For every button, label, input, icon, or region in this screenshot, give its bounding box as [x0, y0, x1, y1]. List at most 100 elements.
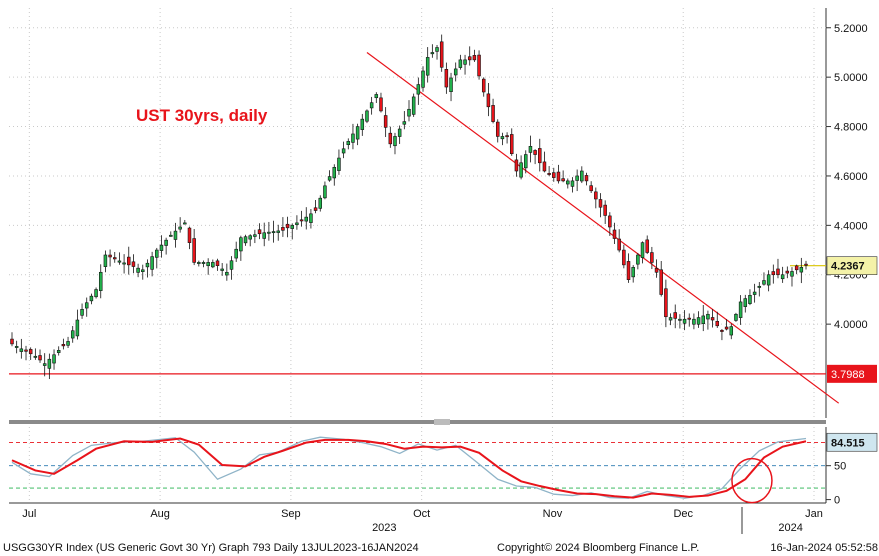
candle-body — [42, 363, 47, 366]
candle-body — [393, 136, 397, 147]
rsi-tick-label: 0 — [834, 495, 840, 507]
candle-body — [608, 215, 612, 228]
footer-right: 16-Jan-2024 05:52:58 — [770, 542, 878, 554]
candle-body — [514, 159, 519, 172]
candle-body — [290, 225, 294, 229]
candle-body — [734, 313, 738, 321]
candle-body — [748, 295, 752, 304]
candle-body — [379, 97, 383, 112]
candle-body — [145, 262, 150, 268]
candle-body — [351, 133, 355, 143]
candle-body — [108, 254, 112, 258]
candle-body — [645, 239, 649, 253]
candle-body — [164, 239, 168, 246]
candle-body — [267, 231, 271, 234]
candle-body — [47, 358, 52, 369]
price-tick-label: 4.8000 — [834, 122, 868, 134]
price-tick-label: 4.0000 — [834, 319, 868, 331]
candle-body — [332, 167, 337, 179]
panel-divider-handle[interactable] — [434, 419, 450, 425]
year-label: 2023 — [372, 522, 396, 534]
candle-body — [66, 341, 70, 346]
candle-body — [397, 128, 402, 137]
candle-body — [668, 317, 673, 321]
candle-body — [411, 96, 416, 115]
candle-body — [234, 248, 238, 259]
rsi-tick-label: 50 — [834, 461, 846, 473]
year-label: 2024 — [778, 522, 802, 534]
candle-body — [612, 229, 617, 239]
rsi-y-axis: 0 50 84.515 — [826, 432, 878, 507]
candle-body — [594, 191, 598, 200]
candle-body — [402, 121, 407, 125]
candle-body — [248, 235, 252, 240]
candle-body — [206, 262, 210, 267]
rsi-last-badge — [826, 432, 878, 452]
month-label: Aug — [150, 508, 170, 520]
candle-body — [365, 110, 369, 122]
candle-body — [383, 115, 388, 128]
candle-body — [701, 315, 705, 324]
month-label: Oct — [413, 508, 430, 520]
candle-body — [14, 346, 19, 348]
month-label: Jan — [805, 508, 823, 520]
candle-body — [626, 261, 631, 280]
candle-body — [472, 55, 477, 61]
candle-body — [584, 175, 589, 182]
candle-body — [706, 313, 710, 320]
candle-body — [103, 254, 108, 267]
chart-title: UST 30yrs, daily — [136, 106, 268, 125]
candle-body — [113, 257, 117, 260]
candle-body — [710, 317, 715, 321]
candle-body — [659, 269, 663, 295]
candle-body — [355, 126, 360, 140]
candle-body — [19, 348, 24, 352]
candle-body — [570, 180, 575, 187]
candle-body — [435, 47, 439, 52]
candle-body — [136, 267, 140, 273]
candle-body — [94, 289, 98, 298]
candle-body — [262, 232, 266, 239]
candle-body — [117, 260, 122, 263]
candle-body — [790, 271, 794, 277]
candle-body — [33, 355, 38, 358]
candle-body — [388, 132, 393, 145]
candle-body — [169, 234, 173, 237]
candle-body — [622, 249, 626, 266]
candle-body — [98, 271, 103, 291]
candle-body — [309, 213, 313, 223]
candle-body — [458, 59, 463, 68]
month-label: Dec — [673, 508, 693, 520]
candle-body — [500, 136, 505, 140]
candle-body — [183, 222, 187, 225]
footer-center: Copyright© 2024 Bloomberg Finance L.P. — [497, 542, 699, 554]
x-axis: Jul Aug Sep Oct Nov Dec Jan 2023 2024 — [22, 507, 823, 534]
rsi-panel — [9, 427, 826, 503]
candle-body — [425, 57, 430, 76]
candle-body — [650, 252, 654, 263]
candle-body — [150, 256, 154, 270]
candle-body — [682, 318, 687, 324]
candle-body — [752, 291, 757, 295]
candle-body — [127, 256, 131, 266]
candle-body — [799, 267, 804, 273]
rsi-line — [11, 437, 807, 499]
candle-body — [589, 185, 593, 192]
candle-body — [720, 330, 724, 332]
candle-body — [561, 178, 565, 182]
candle-body — [664, 288, 668, 318]
price-tick-label: 4.6000 — [834, 171, 868, 183]
candle-body — [24, 349, 28, 352]
candle-body — [533, 150, 537, 155]
candle-body — [28, 349, 33, 355]
candle-body — [780, 274, 785, 280]
candle-body — [776, 268, 780, 276]
candle-body — [566, 180, 570, 185]
candle-body — [304, 216, 308, 222]
candle-body — [439, 41, 444, 68]
candle-body — [444, 69, 449, 88]
candle-body — [313, 207, 318, 211]
candle-body — [486, 93, 491, 108]
candle-body — [10, 338, 14, 345]
